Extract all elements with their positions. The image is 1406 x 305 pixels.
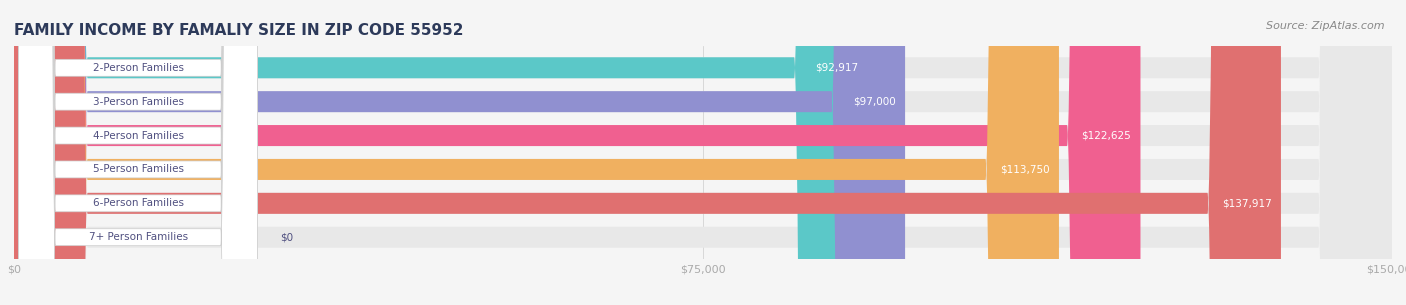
FancyBboxPatch shape bbox=[14, 0, 868, 305]
Text: 2-Person Families: 2-Person Families bbox=[93, 63, 184, 73]
Text: 7+ Person Families: 7+ Person Families bbox=[89, 232, 187, 242]
FancyBboxPatch shape bbox=[18, 0, 257, 305]
FancyBboxPatch shape bbox=[14, 0, 1281, 305]
Text: $97,000: $97,000 bbox=[853, 97, 896, 107]
Text: 5-Person Families: 5-Person Families bbox=[93, 164, 184, 174]
FancyBboxPatch shape bbox=[18, 0, 257, 305]
Text: $0: $0 bbox=[280, 232, 294, 242]
FancyBboxPatch shape bbox=[14, 0, 1392, 305]
FancyBboxPatch shape bbox=[18, 0, 257, 305]
FancyBboxPatch shape bbox=[18, 0, 257, 305]
Text: $137,917: $137,917 bbox=[1222, 198, 1272, 208]
FancyBboxPatch shape bbox=[14, 0, 1059, 305]
FancyBboxPatch shape bbox=[14, 0, 1392, 305]
Text: $122,625: $122,625 bbox=[1081, 131, 1132, 141]
FancyBboxPatch shape bbox=[18, 0, 257, 305]
FancyBboxPatch shape bbox=[14, 0, 1392, 305]
FancyBboxPatch shape bbox=[14, 0, 1392, 305]
Text: Source: ZipAtlas.com: Source: ZipAtlas.com bbox=[1267, 21, 1385, 31]
Text: 3-Person Families: 3-Person Families bbox=[93, 97, 184, 107]
Text: $92,917: $92,917 bbox=[815, 63, 859, 73]
FancyBboxPatch shape bbox=[14, 0, 1140, 305]
FancyBboxPatch shape bbox=[14, 0, 905, 305]
Text: FAMILY INCOME BY FAMALIY SIZE IN ZIP CODE 55952: FAMILY INCOME BY FAMALIY SIZE IN ZIP COD… bbox=[14, 23, 464, 38]
FancyBboxPatch shape bbox=[14, 0, 1392, 305]
Text: $113,750: $113,750 bbox=[1000, 164, 1050, 174]
Text: 4-Person Families: 4-Person Families bbox=[93, 131, 184, 141]
FancyBboxPatch shape bbox=[18, 0, 257, 305]
Text: 6-Person Families: 6-Person Families bbox=[93, 198, 184, 208]
FancyBboxPatch shape bbox=[14, 0, 1392, 305]
